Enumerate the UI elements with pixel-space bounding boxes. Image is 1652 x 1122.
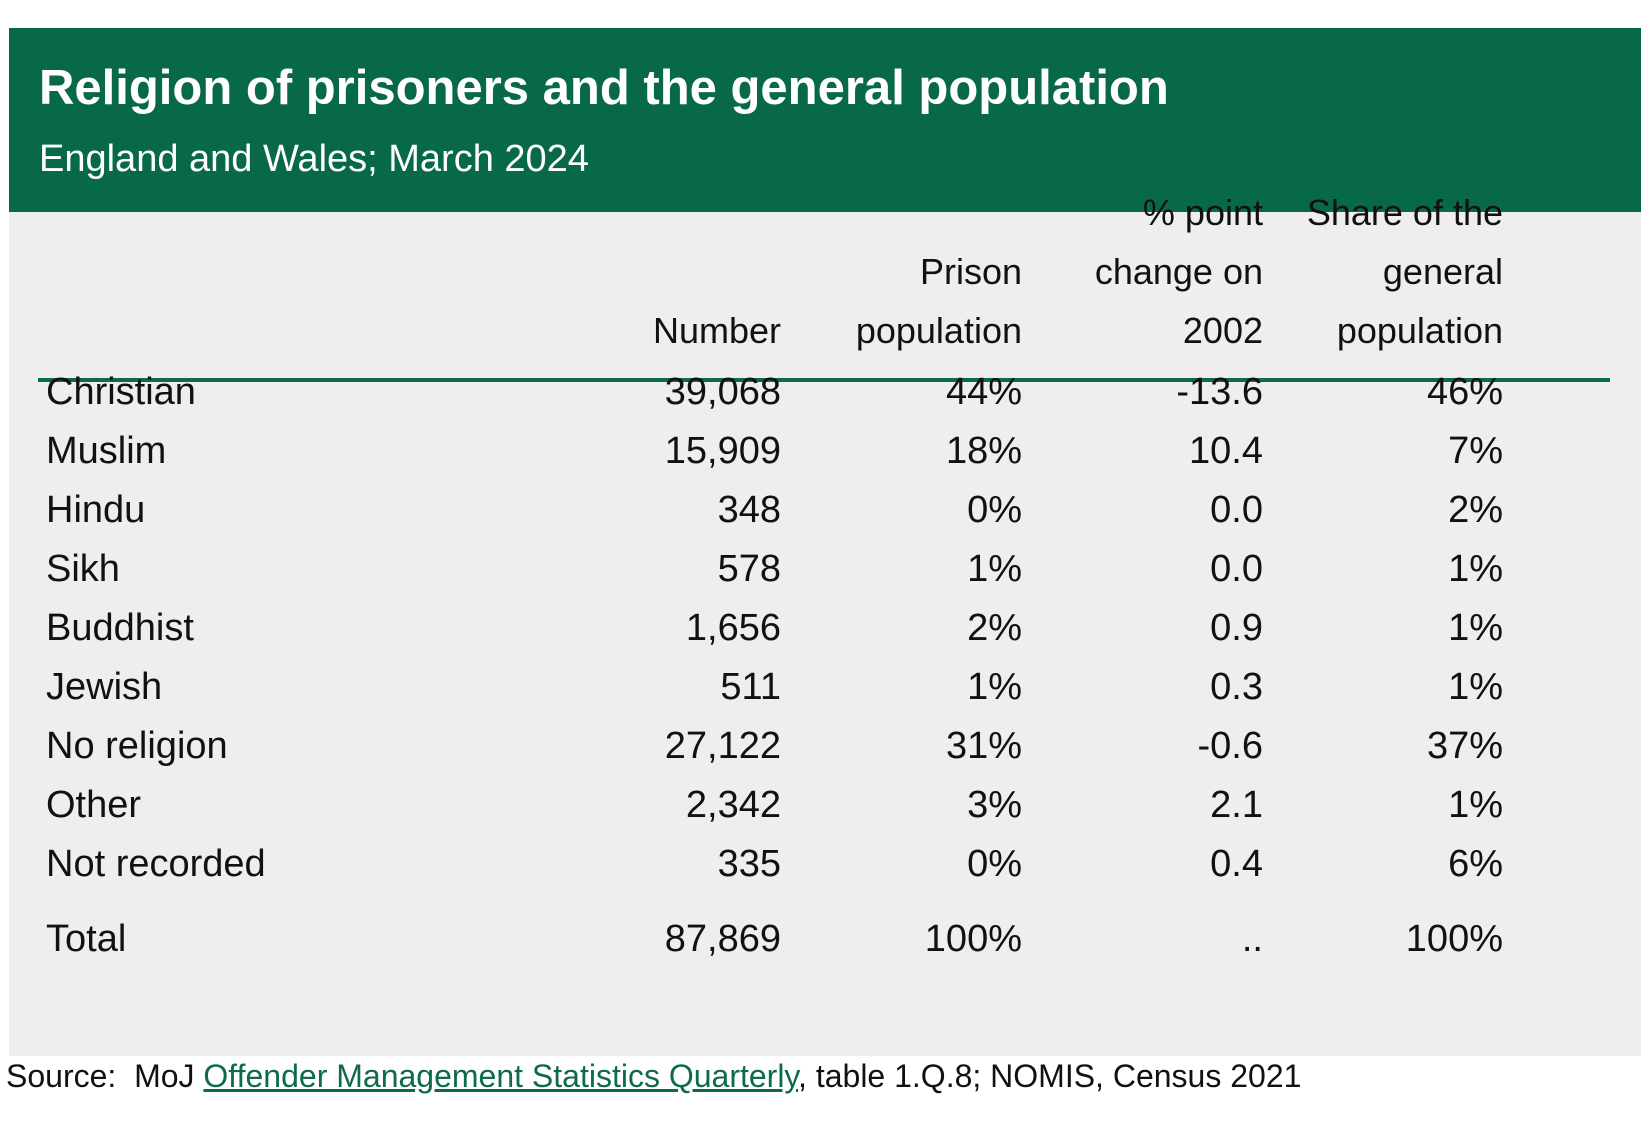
source-note: Source: MoJ Offender Management Statisti…: [6, 1058, 1301, 1095]
prison-share-cell: 18%: [945, 430, 1022, 472]
column-header-line: population: [1336, 310, 1503, 351]
table-row: Jewish 511 1% 0.3 1%: [0, 656, 1652, 718]
general-share-cell: 100%: [1405, 918, 1503, 960]
source-prefix: Source: MoJ: [6, 1058, 204, 1094]
prison-share-cell: 0%: [967, 843, 1022, 885]
point-change-cell: 0.4: [1210, 843, 1263, 885]
col-head-point-change: % point change on 2002: [1095, 183, 1263, 360]
row-label: Muslim: [46, 430, 167, 472]
number-cell: 335: [717, 843, 781, 885]
prison-share-cell: 31%: [945, 725, 1022, 767]
header-divider: [38, 378, 1610, 382]
column-header-line: Number: [652, 310, 781, 351]
prison-share-cell: 0%: [967, 489, 1022, 531]
row-label: Jewish: [46, 666, 163, 708]
chart-title: Religion of prisoners and the general po…: [39, 61, 1169, 115]
point-change-cell: 0.3: [1210, 666, 1263, 708]
row-label: No religion: [46, 725, 228, 767]
point-change-cell: -0.6: [1197, 725, 1263, 767]
point-change-cell: ..: [1241, 918, 1263, 960]
table-row: Muslim 15,909 18% 10.4 7%: [0, 420, 1652, 482]
total-row: Total 87,869 100%.. 100%: [0, 908, 1652, 970]
table-row: Not recorded 335 0% 0.4 6%: [0, 833, 1652, 895]
row-label: Hindu: [46, 489, 146, 531]
row-label: Not recorded: [46, 843, 266, 885]
number-cell: 578: [717, 548, 781, 590]
number-cell: 2,342: [685, 784, 781, 826]
source-link[interactable]: Offender Management Statistics Quarterly: [203, 1058, 799, 1094]
prison-share-cell: 100%: [924, 918, 1022, 960]
column-header-line: general: [1382, 251, 1503, 292]
general-share-cell: 2%: [1448, 489, 1503, 531]
number-cell: 1,656: [685, 607, 781, 649]
table-row: Sikh 578 1% 0.0 1%: [0, 538, 1652, 600]
table-row: Hindu 348 0% 0.0 2%: [0, 479, 1652, 541]
column-header-line: % point: [1142, 192, 1263, 233]
point-change-cell: 10.4: [1189, 430, 1263, 472]
column-header-line: Share of the: [1306, 192, 1503, 233]
row-label: Sikh: [46, 548, 120, 590]
number-cell: 348: [717, 489, 781, 531]
general-share-cell: 46%: [1426, 371, 1503, 413]
row-label: Christian: [46, 371, 196, 413]
general-share-cell: 1%: [1448, 784, 1503, 826]
general-share-cell: 37%: [1426, 725, 1503, 767]
point-change-cell: -13.6: [1176, 371, 1263, 413]
point-change-cell: 0.0: [1210, 548, 1263, 590]
point-change-cell: 0.9: [1210, 607, 1263, 649]
number-cell: 511: [720, 666, 781, 708]
general-share-cell: 1%: [1448, 548, 1503, 590]
header-band: [9, 28, 1641, 212]
number-cell: 15,909: [664, 430, 781, 472]
table-row: Buddhist 1,656 2% 0.9 1%: [0, 597, 1652, 659]
prison-share-cell: 2%: [967, 607, 1022, 649]
general-share-cell: 1%: [1448, 607, 1503, 649]
column-header-line: 2002: [1182, 310, 1263, 351]
row-label: Total: [46, 918, 127, 960]
column-header-line: Prison: [919, 251, 1022, 292]
column-header-line: population: [855, 310, 1022, 351]
col-head-general-share: Share of the general population: [1307, 183, 1503, 360]
column-header-line: change on: [1094, 251, 1263, 292]
table-row: Other 2,342 3% 2.1 1%: [0, 774, 1652, 836]
col-head-number: Number: [653, 301, 781, 360]
prison-share-cell: 1%: [967, 666, 1022, 708]
prison-share-cell: 3%: [967, 784, 1022, 826]
chart-subtitle: England and Wales; March 2024: [39, 138, 589, 180]
number-cell: 87,869: [664, 918, 781, 960]
point-change-cell: 0.0: [1210, 489, 1263, 531]
general-share-cell: 6%: [1448, 843, 1503, 885]
source-suffix: , table 1.Q.8; NOMIS, Census 2021: [798, 1058, 1302, 1094]
prison-share-cell: 1%: [967, 548, 1022, 590]
col-head-prison-population: Prison population: [856, 242, 1022, 360]
point-change-cell: 2.1: [1210, 784, 1263, 826]
prison-share-cell: 44%: [945, 371, 1022, 413]
number-cell: 39,068: [664, 371, 781, 413]
number-cell: 27,122: [664, 725, 781, 767]
row-label: Buddhist: [46, 607, 194, 649]
general-share-cell: 7%: [1448, 430, 1503, 472]
row-label: Other: [46, 784, 142, 826]
table-row: No religion 27,122 31% -0.6 37%: [0, 715, 1652, 777]
table-row: Christian 39,068 44% -13.6 46%: [0, 361, 1652, 423]
general-share-cell: 1%: [1448, 666, 1503, 708]
